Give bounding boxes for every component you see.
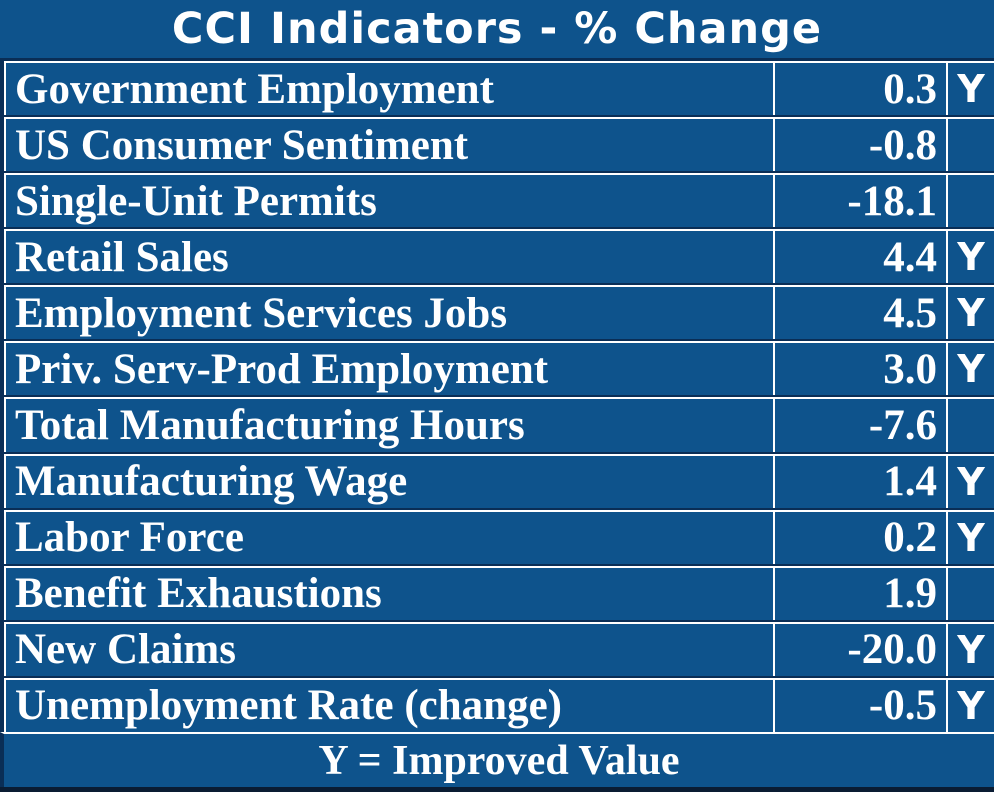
row-improved-flag: Y <box>946 511 994 564</box>
row-improved-flag <box>946 567 994 620</box>
row-value: -20.0 <box>775 623 946 676</box>
table-row: Labor Force 0.2 Y <box>4 509 994 566</box>
row-label: Retail Sales <box>4 231 775 284</box>
row-value: 1.9 <box>775 567 946 620</box>
title-bar: CCI Indicators - % Change <box>0 0 994 58</box>
row-value: 0.3 <box>775 63 946 116</box>
row-improved-flag: Y <box>946 287 994 340</box>
row-label: Manufacturing Wage <box>4 455 775 508</box>
table-row: Single-Unit Permits -18.1 <box>4 173 994 230</box>
indicator-table: Government Employment 0.3 Y US Consumer … <box>0 58 994 732</box>
table-row: Total Manufacturing Hours -7.6 <box>4 397 994 454</box>
row-label: Labor Force <box>4 511 775 564</box>
row-label: Priv. Serv-Prod Employment <box>4 343 775 396</box>
table-row: New Claims -20.0 Y <box>4 621 994 678</box>
row-improved-flag: Y <box>946 343 994 396</box>
row-label: Unemployment Rate (change) <box>4 679 775 732</box>
row-label: Government Employment <box>4 63 775 116</box>
table-row: Benefit Exhaustions 1.9 <box>4 565 994 622</box>
row-value: -0.8 <box>775 119 946 172</box>
row-label: Employment Services Jobs <box>4 287 775 340</box>
row-improved-flag: Y <box>946 679 994 732</box>
row-improved-flag: Y <box>946 231 994 284</box>
row-value: 1.4 <box>775 455 946 508</box>
table-row: Manufacturing Wage 1.4 Y <box>4 453 994 510</box>
row-value: -7.6 <box>775 399 946 452</box>
footer-legend: Y = Improved Value <box>318 737 680 784</box>
row-label: Total Manufacturing Hours <box>4 399 775 452</box>
row-label: New Claims <box>4 623 775 676</box>
row-improved-flag <box>946 119 994 172</box>
row-improved-flag <box>946 399 994 452</box>
row-value: 3.0 <box>775 343 946 396</box>
row-label: Single-Unit Permits <box>4 175 775 228</box>
footer-bar: Y = Improved Value <box>0 732 994 787</box>
table-row: Employment Services Jobs 4.5 Y <box>4 285 994 342</box>
row-value: 4.5 <box>775 287 946 340</box>
table-row: Government Employment 0.3 Y <box>4 61 994 118</box>
row-label: Benefit Exhaustions <box>4 567 775 620</box>
row-improved-flag: Y <box>946 63 994 116</box>
row-value: 0.2 <box>775 511 946 564</box>
table-row: US Consumer Sentiment -0.8 <box>4 117 994 174</box>
row-improved-flag: Y <box>946 623 994 676</box>
table-row: Retail Sales 4.4 Y <box>4 229 994 286</box>
row-improved-flag <box>946 175 994 228</box>
page-title: CCI Indicators - % Change <box>171 4 823 54</box>
row-value: -18.1 <box>775 175 946 228</box>
row-value: 4.4 <box>775 231 946 284</box>
row-improved-flag: Y <box>946 455 994 508</box>
table-row: Priv. Serv-Prod Employment 3.0 Y <box>4 341 994 398</box>
table-row: Unemployment Rate (change) -0.5 Y <box>4 677 994 732</box>
row-label: US Consumer Sentiment <box>4 119 775 172</box>
row-value: -0.5 <box>775 679 946 732</box>
